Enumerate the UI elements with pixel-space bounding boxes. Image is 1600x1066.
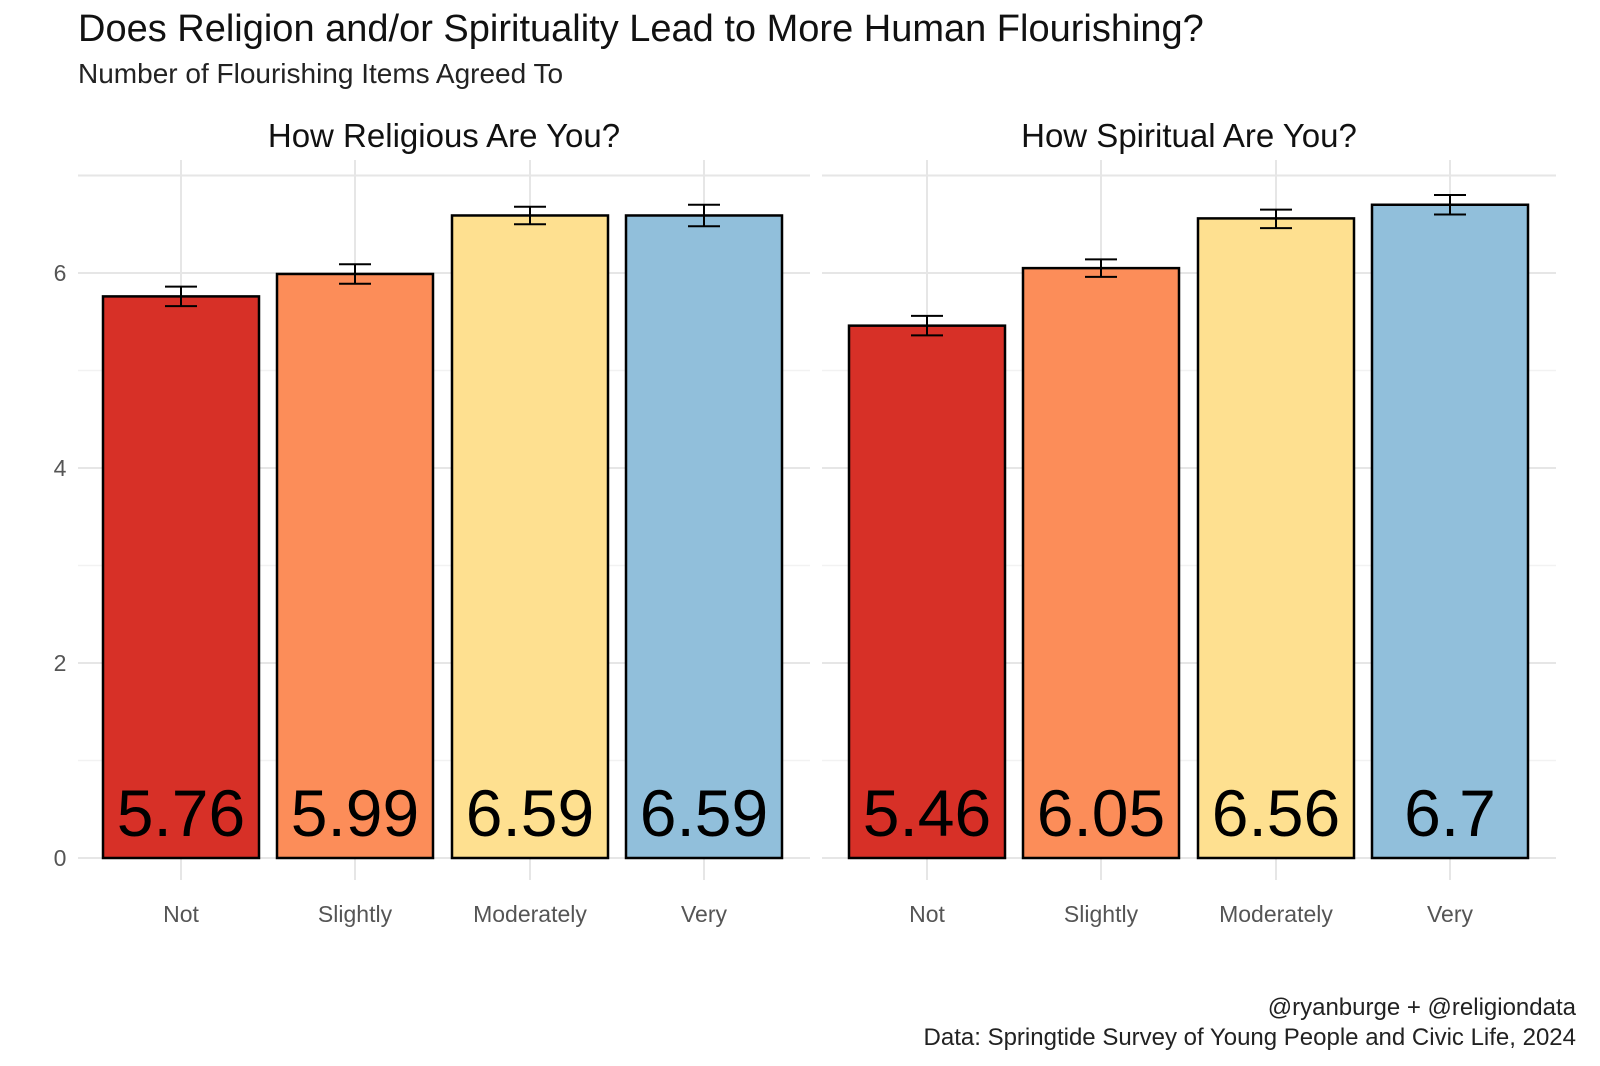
x-tick-label-spiritual-slightly: Slightly [1064, 901, 1139, 927]
caption-source: Data: Springtide Survey of Young People … [923, 1024, 1576, 1051]
bar-religious-slightly [275, 272, 435, 860]
x-tick-label-spiritual-moderately: Moderately [1219, 901, 1333, 927]
bar-religious-very [624, 214, 784, 860]
caption-credit: @ryanburge + @religiondata [1267, 994, 1576, 1021]
bar-religious-moderately [450, 214, 610, 860]
bar-value-label-religious-very: 6.59 [640, 776, 768, 850]
y-tick-label: 0 [54, 845, 67, 871]
x-tick-label-spiritual-not: Not [909, 901, 945, 927]
panel-title-spiritual: How Spiritual Are You? [1021, 117, 1357, 154]
bar-spiritual-very [1370, 203, 1530, 860]
chart-subtitle: Number of Flourishing Items Agreed To [78, 58, 564, 89]
bar-value-label-spiritual-slightly: 6.05 [1037, 776, 1165, 850]
bar-value-label-spiritual-very: 6.7 [1404, 776, 1496, 850]
bar-value-label-spiritual-moderately: 6.56 [1212, 776, 1340, 850]
bar-value-label-religious-not: 5.76 [117, 776, 245, 850]
x-tick-label-religious-very: Very [681, 901, 728, 927]
y-tick-label: 4 [54, 455, 67, 481]
bar-spiritual-not [847, 324, 1007, 860]
x-tick-label-spiritual-very: Very [1427, 901, 1474, 927]
y-tick-label: 2 [54, 650, 67, 676]
y-tick-label: 6 [54, 260, 67, 286]
bar-religious-not [101, 295, 261, 860]
chart-title: Does Religion and/or Spirituality Lead t… [78, 8, 1204, 50]
x-tick-label-religious-not: Not [163, 901, 199, 927]
bar-value-label-spiritual-not: 5.46 [863, 776, 991, 850]
x-tick-label-religious-moderately: Moderately [473, 901, 587, 927]
bar-spiritual-moderately [1196, 217, 1356, 860]
bar-value-label-religious-moderately: 6.59 [466, 776, 594, 850]
bar-value-label-religious-slightly: 5.99 [291, 776, 419, 850]
x-tick-label-religious-slightly: Slightly [318, 901, 393, 927]
bar-spiritual-slightly [1021, 266, 1181, 860]
panel-title-religious: How Religious Are You? [268, 117, 620, 154]
